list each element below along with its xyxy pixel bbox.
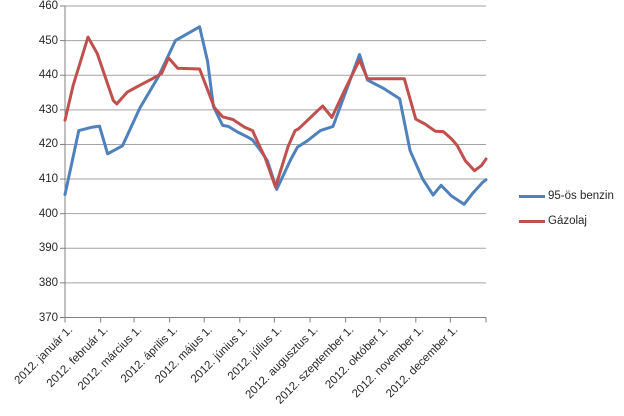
benzin-line-swatch bbox=[519, 194, 545, 198]
y-axis-label: 430 bbox=[38, 103, 58, 116]
legend-label-benzin: 95-ös benzin bbox=[548, 190, 614, 202]
y-axis-label: 460 bbox=[38, 0, 58, 12]
y-axis-label: 380 bbox=[38, 276, 58, 289]
chart-legend[interactable]: 95-ös benzin Gázolaj bbox=[519, 187, 614, 237]
y-axis-label: 400 bbox=[38, 207, 58, 220]
legend-item-gazolaj[interactable]: Gázolaj bbox=[519, 212, 614, 230]
legend-item-benzin[interactable]: 95-ös benzin bbox=[519, 187, 614, 205]
legend-label-gazolaj: Gázolaj bbox=[548, 215, 587, 227]
series-line-gazolaj[interactable] bbox=[63, 35, 488, 189]
y-axis-label: 420 bbox=[38, 138, 58, 151]
y-axis-label: 410 bbox=[38, 173, 58, 186]
series-line-benzin[interactable] bbox=[63, 25, 488, 206]
y-axis-label: 450 bbox=[38, 34, 58, 47]
y-axis-label: 440 bbox=[38, 69, 58, 82]
y-axis-label: 390 bbox=[38, 242, 58, 255]
y-axis-label: 370 bbox=[38, 311, 58, 324]
gazolaj-line-swatch bbox=[519, 219, 545, 223]
